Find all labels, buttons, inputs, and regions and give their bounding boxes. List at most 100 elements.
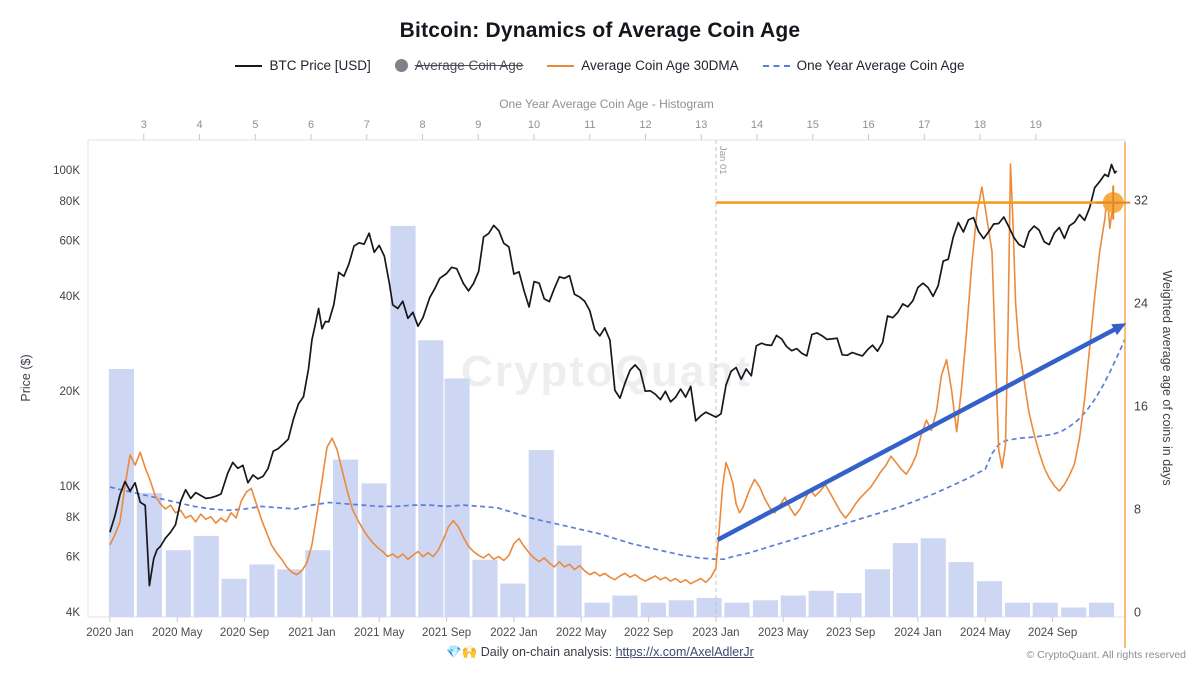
footer-note: 💎🙌 Daily on-chain analysis: https://x.co… (0, 645, 1200, 660)
coin-age-dot-swatch-icon (394, 59, 408, 72)
top-tick-label: 18 (974, 119, 986, 131)
histogram-bar (1032, 602, 1058, 617)
x-tick-label: 2022 Sep (624, 627, 673, 639)
histogram-bar (612, 595, 638, 617)
histogram-bars (108, 225, 1115, 617)
dma-line-swatch-icon (547, 64, 575, 67)
histogram-bar (668, 600, 694, 617)
legend-label: Average Coin Age (414, 58, 524, 73)
x-tick-label: 2024 Sep (1028, 627, 1077, 639)
top-tick-label: 5 (252, 119, 258, 131)
price-tick-label: 40K (60, 291, 81, 303)
legend: BTC Price [USD] Average Coin Age Average… (0, 58, 1200, 73)
top-tick-label: 12 (639, 119, 651, 131)
histogram-bar (920, 538, 946, 617)
histogram-bar (696, 597, 722, 617)
legend-label: Average Coin Age 30DMA (581, 58, 739, 73)
histogram-bar (444, 378, 470, 617)
legend-item-one-year-avg[interactable]: One Year Average Coin Age (762, 58, 965, 73)
price-tick-label: 20K (60, 386, 81, 398)
histogram-bar (472, 559, 498, 617)
histogram-bar (752, 600, 778, 617)
one-year-dashed-swatch-icon (762, 64, 790, 67)
avg-coin-age-30dma-line (109, 163, 1114, 585)
top-tick-label: 4 (196, 119, 202, 131)
histogram-bar (221, 578, 247, 617)
x-tick-label: 2020 Sep (220, 627, 269, 639)
price-tick-label: 4K (66, 607, 80, 619)
histogram-bar (249, 564, 275, 617)
footer-note-text: 💎🙌 Daily on-chain analysis: (446, 645, 616, 659)
top-tick-label: 7 (364, 119, 370, 131)
trend-arrow-head (1111, 323, 1127, 336)
histogram-bar (1061, 607, 1087, 617)
x-tick-label: 2021 Jan (288, 627, 335, 639)
histogram-bar (305, 550, 331, 617)
x-tick-label: 2023 May (758, 627, 809, 639)
age-tick-label: 16 (1134, 399, 1148, 413)
price-tick-label: 8K (66, 512, 80, 524)
histogram-bar (780, 595, 806, 617)
x-tick-label: 2021 Sep (422, 627, 471, 639)
top-tick-label: 14 (751, 119, 763, 131)
top-tick-label: 9 (475, 119, 481, 131)
histogram-bar (165, 550, 191, 617)
price-tick-label: 10K (60, 481, 81, 493)
legend-label: One Year Average Coin Age (796, 58, 965, 73)
histogram-bar (892, 543, 918, 617)
top-tick-label: 8 (419, 119, 425, 131)
top-tick-label: 6 (308, 119, 314, 131)
x-profile-link[interactable]: https://x.com/AxelAdlerJr (615, 645, 754, 659)
top-tick-label: 13 (695, 119, 707, 131)
watermark: CryptoQuant (461, 347, 752, 396)
x-tick-label: 2022 Jan (490, 627, 537, 639)
histogram-bar (584, 602, 610, 617)
histogram-bar (808, 590, 834, 617)
x-tick-label: 2021 May (354, 627, 405, 639)
one-year-avg-coin-age-line (109, 338, 1126, 561)
histogram-bar (500, 583, 526, 617)
histogram-bar (418, 340, 444, 617)
right-axis-title: Weighted average age of coins in days (1160, 270, 1174, 485)
histogram-bar (277, 569, 303, 617)
chart-title: Bitcoin: Dynamics of Average Coin Age (399, 19, 801, 42)
histogram-bar (390, 225, 416, 617)
histogram-bar (836, 593, 862, 617)
top-axis-title: One Year Average Coin Age - Histogram (499, 97, 714, 111)
legend-item-btc-price[interactable]: BTC Price [USD] (235, 58, 371, 73)
btc-line-swatch-icon (235, 64, 263, 67)
legend-item-average-coin-age[interactable]: Average Coin Age (394, 58, 524, 73)
left-axis-title: Price ($) (19, 354, 33, 401)
histogram-bar (640, 602, 666, 617)
top-tick-label: 10 (528, 119, 540, 131)
price-tick-label: 60K (60, 235, 81, 247)
date-divider-label: Jan 01 (717, 146, 728, 175)
x-tick-label: 2024 Jan (894, 627, 941, 639)
price-tick-label: 100K (53, 165, 80, 177)
histogram-bar (528, 450, 554, 617)
top-tick-label: 16 (862, 119, 874, 131)
age-tick-label: 24 (1134, 296, 1148, 310)
top-tick-label: 3 (141, 119, 147, 131)
histogram-bar (1004, 602, 1030, 617)
age-tick-label: 32 (1134, 193, 1148, 207)
x-tick-label: 2020 May (152, 627, 203, 639)
age-tick-label: 8 (1134, 502, 1141, 516)
histogram-bar (193, 535, 219, 617)
histogram-bar (977, 581, 1003, 617)
histogram-bar (1089, 602, 1115, 617)
x-tick-label: 2022 May (556, 627, 607, 639)
btc-price-line (109, 163, 1118, 587)
histogram-bar (136, 493, 162, 617)
histogram-bar (361, 483, 387, 617)
trend-arrow (716, 325, 1120, 542)
x-tick-label: 2020 Jan (86, 627, 133, 639)
price-tick-label: 6K (66, 551, 80, 563)
copyright: © CryptoQuant. All rights reserved (1026, 649, 1186, 661)
x-tick-label: 2024 May (960, 627, 1011, 639)
legend-item-coin-age-30dma[interactable]: Average Coin Age 30DMA (547, 58, 739, 73)
histogram-bar (864, 569, 890, 617)
legend-label: BTC Price [USD] (269, 58, 371, 73)
top-tick-label: 17 (918, 119, 930, 131)
